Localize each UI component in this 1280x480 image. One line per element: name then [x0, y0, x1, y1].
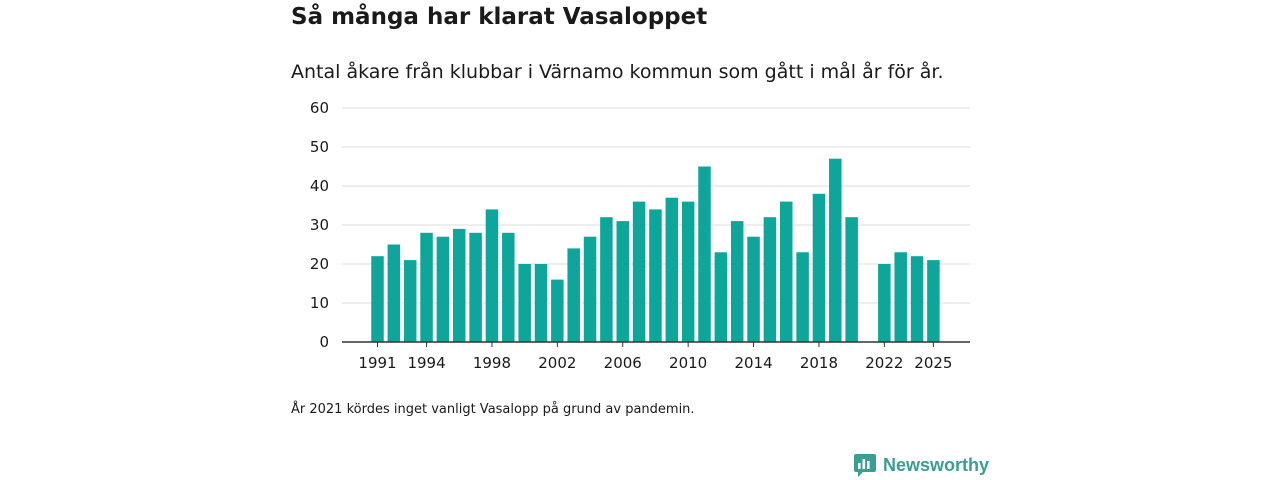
bar-2008: [649, 209, 662, 342]
y-tick-label: 10: [310, 294, 329, 312]
bar-2005: [600, 217, 613, 342]
bar-2011: [698, 166, 711, 342]
x-tick-label: 2025: [914, 354, 952, 372]
x-tick-label: 1994: [407, 354, 445, 372]
y-tick-label: 40: [310, 177, 329, 195]
bar-2003: [567, 248, 580, 342]
y-tick-label: 20: [310, 255, 329, 273]
bar-2013: [730, 221, 744, 342]
bar-1995: [436, 236, 450, 342]
x-tick-label: 1998: [473, 354, 511, 372]
bar-2019: [829, 158, 842, 342]
bar-1993: [403, 260, 417, 342]
bar-2017: [796, 252, 809, 342]
y-tick-label: 50: [310, 138, 329, 156]
x-tick-label: 2018: [800, 354, 838, 372]
bar-1998: [485, 209, 499, 342]
x-tick-label: 2022: [865, 354, 903, 372]
bar-1992: [387, 244, 401, 342]
y-tick-label: 0: [319, 333, 329, 351]
bar-2002: [551, 279, 564, 342]
footnote: År 2021 kördes inget vanligt Vasalopp på…: [291, 402, 695, 417]
bar-1996: [453, 228, 466, 342]
x-tick-label: 2002: [538, 354, 576, 372]
bar-2022: [878, 264, 891, 342]
bar-2004: [583, 236, 597, 342]
newsworthy-logo-icon: [854, 454, 876, 477]
bar-2010: [681, 201, 695, 342]
chart-title: Så många har klarat Vasaloppet: [291, 4, 708, 30]
bar-2009: [665, 197, 679, 342]
bar-2007: [632, 201, 646, 342]
bar-2020: [845, 217, 858, 342]
brand-name: Newsworthy: [883, 454, 990, 475]
bar-2015: [763, 217, 777, 342]
bar-1999: [502, 232, 515, 342]
y-tick-label: 30: [310, 216, 329, 234]
bar-2024: [910, 256, 924, 342]
bar-2014: [747, 236, 760, 342]
bar-2018: [812, 193, 826, 342]
x-tick-label: 2010: [669, 354, 707, 372]
bar-2023: [894, 252, 907, 342]
bar-1991: [371, 256, 384, 342]
x-tick-label: 2006: [604, 354, 642, 372]
chart-subtitle: Antal åkare från klubbar i Värnamo kommu…: [291, 61, 944, 83]
y-tick-label: 60: [310, 99, 329, 117]
bar-2016: [780, 201, 793, 342]
bar-2025: [927, 260, 940, 342]
bar-2000: [518, 264, 531, 342]
bar-1994: [420, 232, 433, 342]
bar-2006: [616, 221, 629, 342]
bar-1997: [469, 232, 482, 342]
brand-logo[interactable]: Newsworthy: [853, 452, 989, 478]
x-tick-label: 2014: [734, 354, 772, 372]
bar-2012: [714, 252, 728, 342]
bar-2001: [534, 264, 548, 342]
x-tick-label: 1991: [358, 354, 396, 372]
